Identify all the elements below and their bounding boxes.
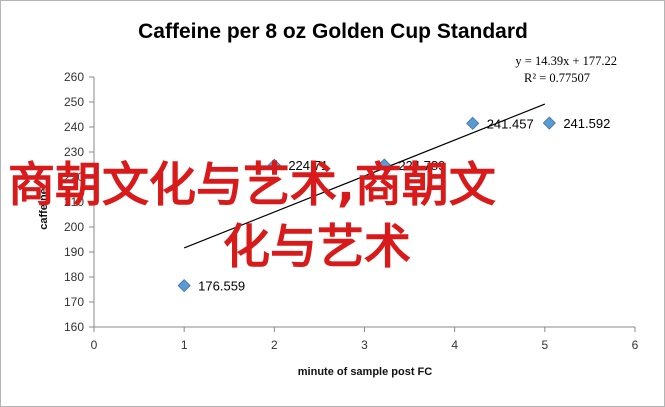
y-tick-label: 240 xyxy=(64,120,84,134)
data-point-marker xyxy=(542,116,556,130)
data-point-marker xyxy=(466,116,480,130)
y-tick-label: 160 xyxy=(64,320,84,334)
x-tick-label: 6 xyxy=(632,338,639,352)
data-point-label: 241.457 xyxy=(487,116,534,131)
y-tick-label: 200 xyxy=(64,220,84,234)
data-point-label: 224.789 xyxy=(398,158,445,173)
overlay-line-1: 商朝文化与艺术,商朝文 xyxy=(8,158,496,213)
axes xyxy=(89,76,636,332)
data-point-label: 224.71 xyxy=(288,158,328,173)
tick-labels: 160 170 180 190 200 210 220 230 240 250 260 0 1 2 3 4 5 6 xyxy=(64,70,639,352)
trendline-line xyxy=(183,103,546,249)
chart-title: Caffeine per 8 oz Golden Cup Standard xyxy=(138,20,528,43)
x-tick-label: 0 xyxy=(91,338,98,352)
overlay-line-2: 化与艺术 xyxy=(223,220,411,275)
watermark-overlay: 商朝文化与艺术,商朝文 化与艺术 xyxy=(8,158,496,275)
x-tick-label: 1 xyxy=(181,338,188,352)
y-tick-label: 190 xyxy=(64,245,84,259)
y-tick-label: 210 xyxy=(64,195,84,209)
data-point-label: 241.592 xyxy=(563,116,610,131)
data-point-marker xyxy=(177,279,191,293)
y-tick-label: 220 xyxy=(64,170,84,184)
y-tick-label: 230 xyxy=(64,145,84,159)
x-tick-label: 4 xyxy=(451,338,458,352)
y-tick-label: 170 xyxy=(64,295,84,309)
data-point-marker xyxy=(377,158,391,172)
x-axis-label: minute of sample post FC xyxy=(298,366,433,378)
trendline-r-squared: R² = 0.77507 xyxy=(524,71,590,85)
trendline xyxy=(183,103,546,249)
data-points: 176.559 224.71 224.789 241.457 241.592 xyxy=(177,116,610,294)
y-tick-label: 250 xyxy=(64,95,84,109)
data-point-marker xyxy=(267,158,281,172)
y-tick-label: 260 xyxy=(64,70,84,84)
x-tick-label: 3 xyxy=(361,338,368,352)
x-tick-label: 2 xyxy=(271,338,278,352)
y-tick-label: 180 xyxy=(64,270,84,284)
trendline-equation: y = 14.39x + 177.22 xyxy=(515,54,617,68)
x-tick-label: 5 xyxy=(541,338,548,352)
y-axis-label: caffeine xyxy=(38,188,50,230)
data-point-label: 176.559 xyxy=(198,279,245,294)
